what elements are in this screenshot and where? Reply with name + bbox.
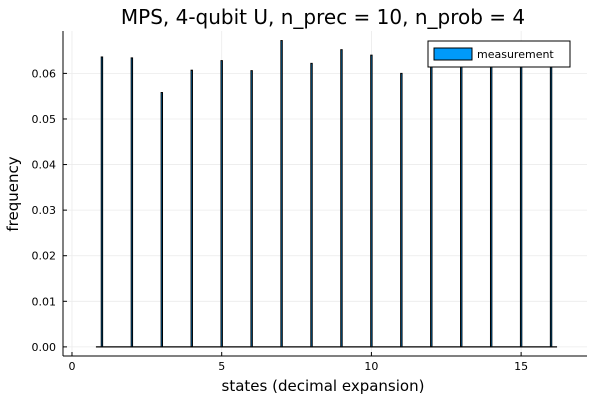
y-tick-label-0: 0.00 [32,341,57,354]
bar-10 [370,54,373,348]
bar-12 [430,56,433,348]
chart-title: MPS, 4-qubit U, n_prec = 10, n_prob = 4 [121,5,525,29]
bar-6 [250,70,253,348]
bar-15 [519,56,523,348]
bar-7 [280,40,283,348]
axes [62,31,587,357]
bar-5 [220,60,223,348]
y-tick-label-3: 0.03 [32,204,57,217]
y-axis-label: frequency [4,156,22,231]
y-tick-label-2: 0.02 [32,250,57,263]
y-tick-label-4: 0.04 [32,159,57,172]
x-axis-label: states (decimal expansion) [222,377,425,395]
bar-8 [310,62,313,348]
y-tick-label-6: 0.06 [32,67,57,80]
x-tick-label-2: 10 [364,360,378,373]
legend-swatch [433,47,473,61]
legend-label: measurement [477,48,554,61]
bar-13 [460,56,463,348]
bars [95,40,558,348]
x-tick-label-0: 0 [68,360,75,373]
bar-3 [160,92,164,348]
bar-9 [340,49,343,348]
bar-14 [489,56,493,348]
y-tick-label-5: 0.05 [32,113,57,126]
ticks: 0 5 10 15 0.00 0.01 0.02 0.03 0.04 0.05 0.06 [32,67,529,373]
x-tick-label-3: 15 [514,360,528,373]
bar-2 [130,57,134,348]
x-tick-label-1: 5 [218,360,225,373]
legend: measurement [427,40,571,68]
y-tick-label-1: 0.01 [32,295,57,308]
bar-1 [100,56,104,348]
bar-11 [400,72,403,348]
bar-4 [190,69,193,348]
bar-16 [549,56,553,348]
